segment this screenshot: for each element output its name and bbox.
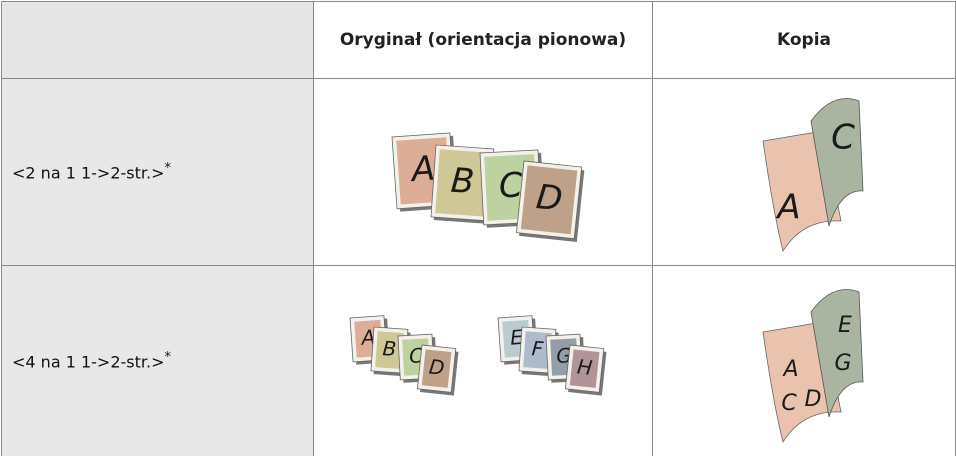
page-letter: A: [408, 149, 436, 191]
page: D: [416, 344, 459, 396]
header-row: Oryginał (orientacja pionowa) Kopia: [1, 1, 956, 79]
page-tint: [421, 349, 452, 388]
page: D: [516, 160, 585, 242]
copy-illustration: AC: [762, 98, 864, 253]
page-letter: B: [449, 161, 475, 203]
page-letter: A: [775, 188, 800, 228]
setting-cell: <2 na 1 1->2-str.>*: [1, 78, 314, 266]
page-letter: B: [382, 336, 397, 361]
page-letter: E: [509, 325, 524, 350]
setting-cell: <4 na 1 1->2-str.>*: [1, 265, 314, 456]
page-tint: [435, 149, 490, 217]
corner-cell: [1, 1, 314, 79]
page-letter: H: [576, 354, 593, 379]
page-letter: D: [534, 177, 564, 220]
note-mark: *: [164, 350, 172, 366]
page-letter: D: [428, 354, 446, 379]
page-tint: [523, 331, 552, 369]
header-cell: Kopia: [652, 1, 956, 79]
page: H: [564, 344, 607, 396]
page-tint: [569, 349, 600, 388]
copy-illustration: AC D EG: [762, 289, 864, 444]
page-letter: C: [831, 118, 855, 158]
booklet-flip: [810, 98, 864, 227]
page-letter: G: [834, 351, 851, 376]
note-mark: *: [164, 161, 172, 177]
page-tint: [520, 165, 578, 235]
header-cell: Oryginał (orientacja pionowa): [313, 1, 653, 79]
page-letter: E: [838, 313, 852, 338]
original-illustration: A B C DE F G H: [349, 315, 607, 396]
page-letter: D: [805, 387, 822, 412]
page-letter: A: [781, 357, 798, 382]
page-letter: C: [781, 391, 797, 416]
page-tint: [375, 331, 404, 369]
page-letter: F: [531, 336, 545, 361]
booklet-flip: [810, 289, 864, 418]
setting-label: <2 na 1 1->2-str.>: [12, 163, 165, 183]
setting-label: <4 na 1 1->2-str.>: [12, 352, 165, 372]
page-letter: A: [359, 325, 376, 350]
